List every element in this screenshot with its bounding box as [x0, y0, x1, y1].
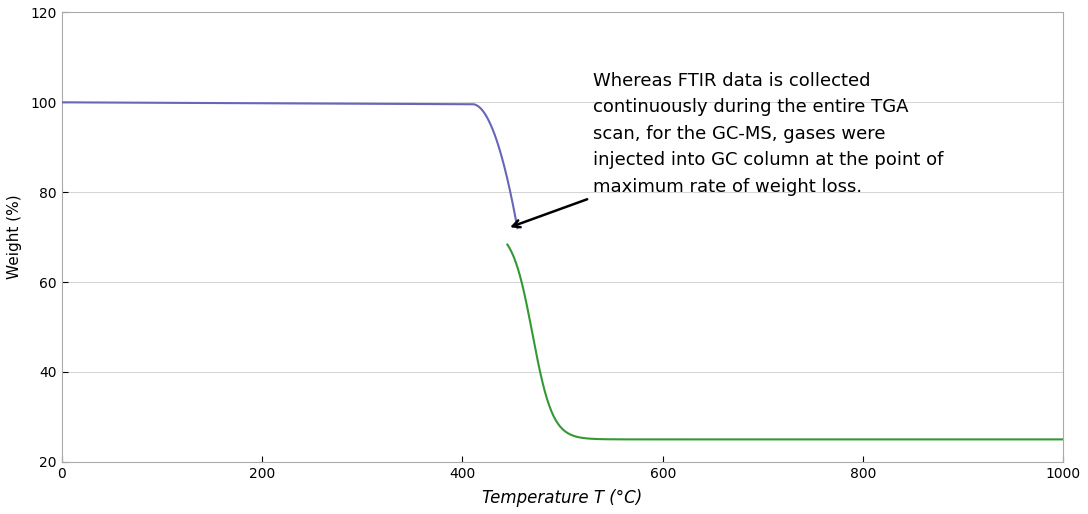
- Y-axis label: Weight (%): Weight (%): [7, 195, 22, 280]
- X-axis label: Temperature Τ (°C): Temperature Τ (°C): [482, 489, 643, 507]
- Text: Whereas FTIR data is collected
continuously during the entire TGA
scan, for the : Whereas FTIR data is collected continuou…: [512, 72, 943, 227]
